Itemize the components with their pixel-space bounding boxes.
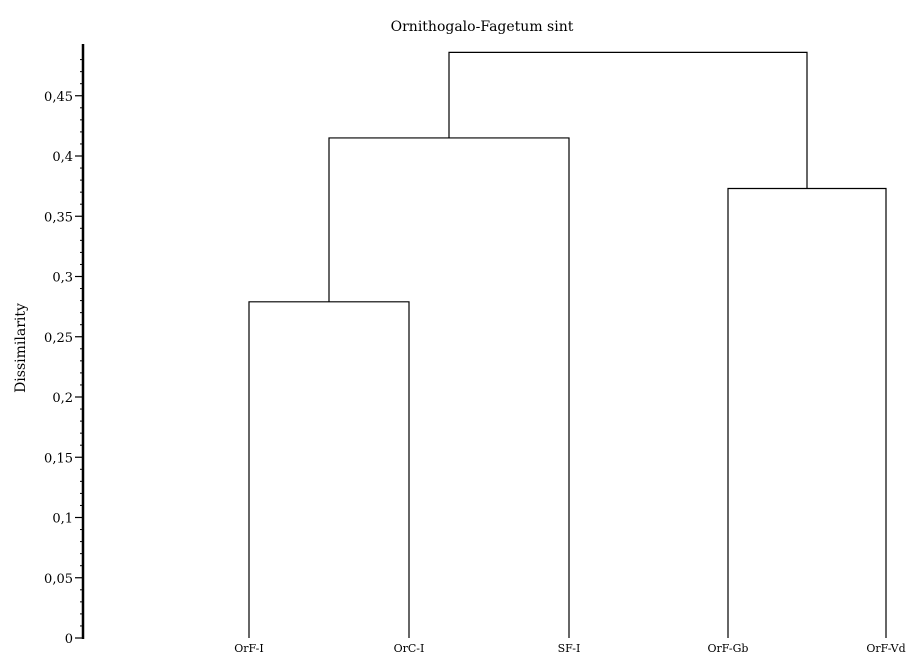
y-tick-label: 0,2	[52, 391, 73, 406]
y-tick-label: 0	[65, 632, 73, 647]
leaf-labels: OrF-I OrC-I SF-I OrF-Gb OrF-Vd	[234, 642, 905, 655]
y-tick-label: 0,1	[52, 512, 73, 527]
leaf-label: OrF-Gb	[708, 642, 749, 655]
dendrogram-links	[248, 51, 887, 638]
dendrogram-link-c1	[248, 301, 410, 638]
y-tick-label: 0,25	[44, 331, 73, 346]
dendrogram-link-c4	[448, 51, 808, 189]
y-axis-label: Dissimilarity	[13, 303, 29, 393]
y-tick-label: 0,35	[44, 210, 73, 225]
leaf-label: OrC-I	[394, 642, 425, 655]
y-tick-label: 0,15	[44, 451, 73, 466]
y-axis: 0 0,05 0,1 0,15 0,2 0,25 0,3 0,35 0,4 0,45	[44, 44, 85, 647]
leaf-label: SF-I	[558, 642, 581, 655]
dendrogram-link-c2	[727, 187, 887, 638]
y-tick-label: 0,05	[44, 572, 73, 587]
y-tick-label: 0,4	[52, 150, 73, 165]
leaf-label: OrF-Vd	[866, 642, 905, 655]
dendrogram-link-c3	[328, 137, 570, 638]
chart-title: Ornithogalo-Fagetum sint	[391, 19, 574, 35]
y-tick-label: 0,3	[52, 271, 73, 286]
y-tick-label: 0,45	[44, 90, 73, 105]
leaf-label: OrF-I	[234, 642, 263, 655]
